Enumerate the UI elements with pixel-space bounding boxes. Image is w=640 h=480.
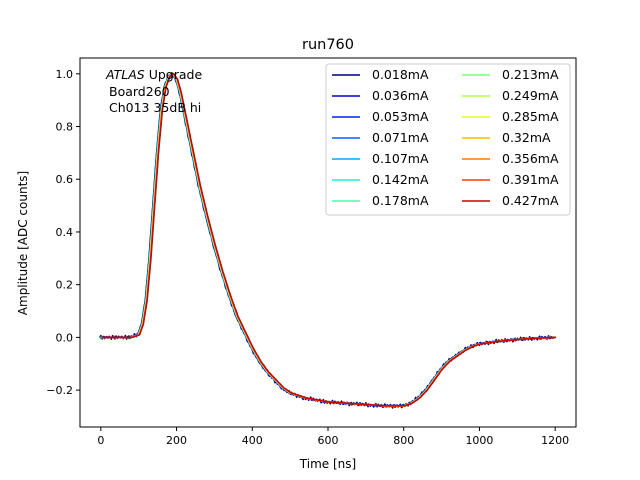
x-tick-label: 800 — [393, 434, 414, 447]
annotation-line-1: ATLAS Upgrade — [105, 67, 202, 82]
x-tick-label: 0 — [97, 434, 104, 447]
y-tick-label: 0.0 — [56, 331, 74, 344]
y-tick-label: 1.0 — [56, 68, 74, 81]
x-tick-label: 1000 — [465, 434, 493, 447]
atlas-annotation: ATLAS Upgrade Board260 Ch013 35dB hi — [105, 67, 202, 115]
x-tick-label: 200 — [166, 434, 187, 447]
y-tick-label: 0.2 — [56, 279, 74, 292]
annotation-upgrade: Upgrade — [145, 67, 203, 82]
y-tick-label: 0.6 — [56, 173, 74, 186]
legend-entry-label: 0.071mA — [372, 130, 429, 145]
legend-box — [325, 63, 571, 216]
y-axis-label: Amplitude [ADC counts] — [16, 171, 30, 315]
legend-entry-label: 0.178mA — [372, 193, 429, 208]
x-axis-label: Time [ns] — [299, 457, 356, 471]
legend-entry-label: 0.391mA — [502, 172, 559, 187]
annotation-atlas: ATLAS — [105, 67, 145, 82]
legend-entry-label: 0.285mA — [502, 109, 559, 124]
y-tick-label: 0.4 — [56, 226, 74, 239]
annotation-line-2: Board260 — [109, 84, 170, 99]
y-tick-label: −0.2 — [46, 384, 73, 397]
legend-entry-label: 0.213mA — [502, 67, 559, 82]
y-axis: −0.2 0.0 0.2 0.4 0.6 0.8 1.0 — [46, 68, 80, 397]
plot-lines — [99, 72, 557, 409]
legend-entry-label: 0.018mA — [372, 67, 429, 82]
legend-entry-label: 0.142mA — [372, 172, 429, 187]
legend-entry-label: 0.32mA — [502, 130, 551, 145]
x-axis: 0 200 400 600 800 1000 1200 — [97, 427, 569, 447]
legend-entry-label: 0.053mA — [372, 109, 429, 124]
legend-entry-label: 0.107mA — [372, 151, 429, 166]
x-tick-label: 600 — [318, 434, 339, 447]
annotation-line-3: Ch013 35dB hi — [109, 100, 201, 115]
legend-entry-label: 0.356mA — [502, 151, 559, 166]
x-tick-label: 400 — [242, 434, 263, 447]
x-tick-label: 1200 — [541, 434, 569, 447]
legend-entry-label: 0.427mA — [502, 193, 559, 208]
legend-entry-label: 0.249mA — [502, 88, 559, 103]
legend: 0.018mA 0.036mA 0.053mA 0.071mA 0.107mA 0.142… — [325, 63, 571, 216]
chart-title: run760 — [302, 37, 354, 53]
legend-entry-label: 0.036mA — [372, 88, 429, 103]
y-tick-label: 0.8 — [56, 121, 74, 134]
series-line — [101, 72, 557, 407]
